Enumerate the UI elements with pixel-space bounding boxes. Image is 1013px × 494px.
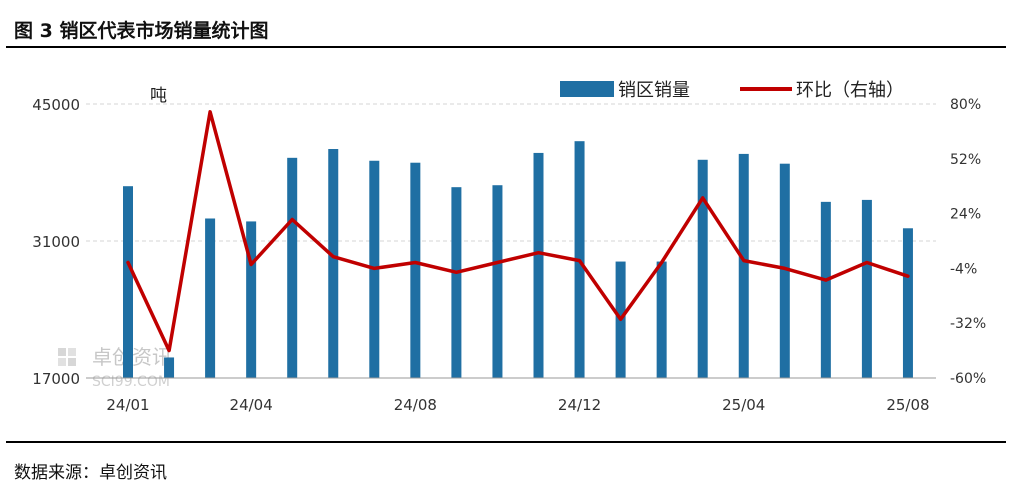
top-rule [6, 46, 1006, 48]
line-point [127, 262, 129, 264]
bar [287, 157, 298, 378]
line-mom [126, 110, 910, 353]
y-left-tick-label: 45000 [32, 96, 80, 114]
legend-label-bar: 销区销量 [618, 80, 690, 101]
y-right-tick-label: 80% [950, 97, 981, 113]
legend: 销区销量 环比（右轴） [560, 80, 904, 101]
y-left-tick-label: 17000 [32, 370, 80, 388]
bottom-rule [6, 441, 1006, 443]
x-tick-label: 24/04 [230, 396, 273, 414]
bar [902, 228, 913, 378]
line-point [825, 279, 827, 281]
bar [861, 199, 872, 378]
y-left-tick-label: 31000 [32, 233, 80, 251]
y-right-tick-label: 52% [950, 152, 981, 168]
bar [779, 163, 790, 378]
bar [738, 153, 749, 378]
x-tick-label: 24/01 [106, 396, 149, 414]
legend-label-line: 环比（右轴） [796, 80, 904, 101]
y-left-unit-label: 吨 [150, 86, 167, 106]
bar [492, 185, 503, 378]
bar [533, 152, 544, 378]
bar [820, 201, 831, 378]
bar-series [123, 141, 913, 378]
line-point [866, 262, 868, 264]
line-series [126, 110, 910, 353]
line-point [250, 263, 252, 265]
bar [656, 261, 667, 378]
legend-swatch-bar [560, 81, 614, 97]
line-point [455, 271, 457, 273]
bar [123, 186, 133, 378]
y-right-tick-label: 24% [950, 207, 981, 223]
line-point [661, 262, 663, 264]
y-right-tick-label: -32% [950, 316, 986, 332]
line-point [291, 218, 293, 220]
line-point [702, 197, 704, 199]
line-point [538, 252, 539, 254]
line-point [496, 262, 498, 264]
line-point [743, 260, 745, 262]
line-point [620, 318, 622, 320]
x-tick-label: 25/08 [886, 396, 929, 414]
line-point [332, 256, 334, 258]
line-point [579, 260, 581, 262]
line-point [784, 267, 786, 269]
line-point [168, 350, 170, 352]
bar [164, 357, 175, 378]
bar [205, 218, 216, 378]
line-point [209, 111, 211, 113]
bar [697, 159, 708, 378]
bar [246, 221, 257, 378]
line-point [414, 262, 416, 264]
x-tick-label: 24/12 [558, 396, 601, 414]
x-tick-label: 24/08 [394, 396, 437, 414]
bar [328, 149, 339, 378]
chart-title: 图 3 销区代表市场销量统计图 [14, 20, 269, 42]
y-right-tick-label: -60% [950, 371, 986, 387]
source-note: 数据来源：卓创资讯 [14, 463, 167, 483]
axes: 17000 31000 45000 吨 -60% -32% -4% 24% 52% 80% 24/0… [32, 86, 986, 414]
bar [451, 187, 462, 378]
bar [410, 162, 421, 378]
line-point [907, 275, 909, 277]
x-tick-label: 25/04 [722, 396, 765, 414]
y-right-tick-label: -4% [950, 261, 977, 277]
line-point [373, 267, 375, 269]
